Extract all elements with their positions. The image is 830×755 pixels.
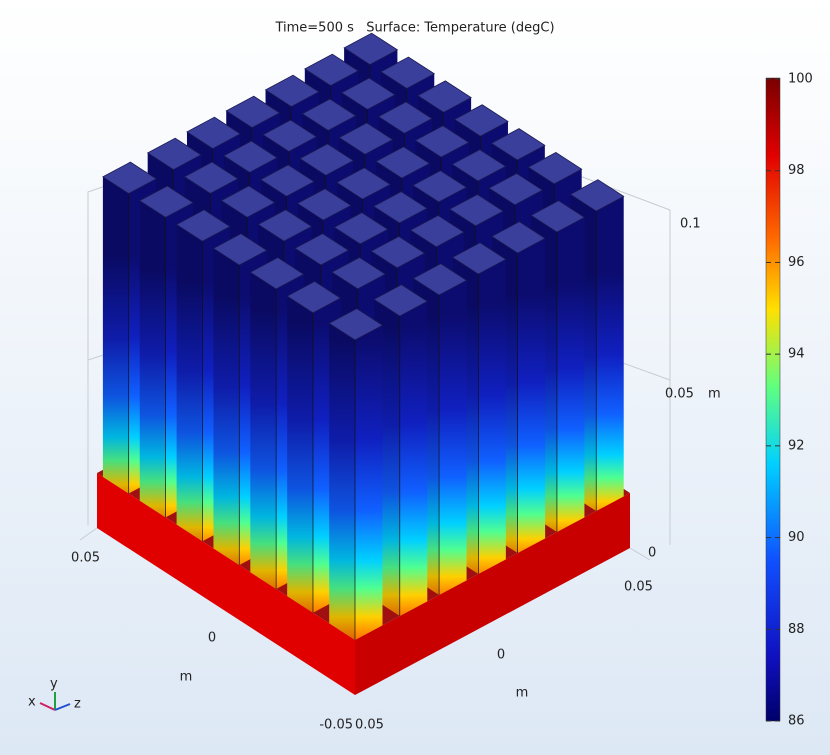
color-bar-label: 94 xyxy=(788,347,805,362)
pin-right-face xyxy=(400,301,428,616)
triad-y: y xyxy=(50,677,58,692)
triad-z: z xyxy=(74,697,81,712)
right-tick: 0.05 xyxy=(355,718,384,733)
color-bar xyxy=(766,78,780,721)
color-bar-label: 90 xyxy=(788,530,805,545)
color-bar-label: 96 xyxy=(788,255,805,270)
color-bar-label: 98 xyxy=(788,163,805,178)
left-tick: -0.05 xyxy=(319,718,353,733)
vertical-tick: 0 xyxy=(648,546,656,561)
color-bar-label: 86 xyxy=(788,714,805,729)
pin-shade xyxy=(103,177,129,494)
pin-shade xyxy=(177,225,203,542)
pin-right-face xyxy=(439,280,467,595)
pin-right-face xyxy=(478,259,506,574)
pin-shade xyxy=(250,272,276,589)
left-tick: 0 xyxy=(208,631,216,646)
pin-right-face xyxy=(355,325,383,640)
left-unit: m xyxy=(180,670,193,685)
pin-shade xyxy=(140,201,166,518)
color-bar-label: 100 xyxy=(788,72,813,87)
right-unit: m xyxy=(516,686,529,701)
pin-shade xyxy=(329,323,355,640)
vertical-unit: m xyxy=(708,387,721,402)
pin-right-face xyxy=(557,217,585,532)
pin-right-face xyxy=(596,196,624,511)
plot-title: Time=500 s Surface: Temperature (degC) xyxy=(274,21,554,36)
pin-shade xyxy=(213,248,239,565)
pin-shade xyxy=(287,296,313,613)
right-tick: 0 xyxy=(497,648,505,663)
color-bar-label: 92 xyxy=(788,438,805,453)
pin-right-face xyxy=(518,238,546,553)
plot-window: Time=500 s Surface: Temperature (degC) 1… xyxy=(0,0,830,755)
left-tick: 0.05 xyxy=(71,551,100,566)
vertical-tick: 0.1 xyxy=(680,217,701,232)
vertical-tick: 0.05 xyxy=(665,387,694,402)
color-bar-label: 88 xyxy=(788,622,805,637)
right-tick: 0.05 xyxy=(624,580,653,595)
triad-x: x xyxy=(28,695,36,710)
